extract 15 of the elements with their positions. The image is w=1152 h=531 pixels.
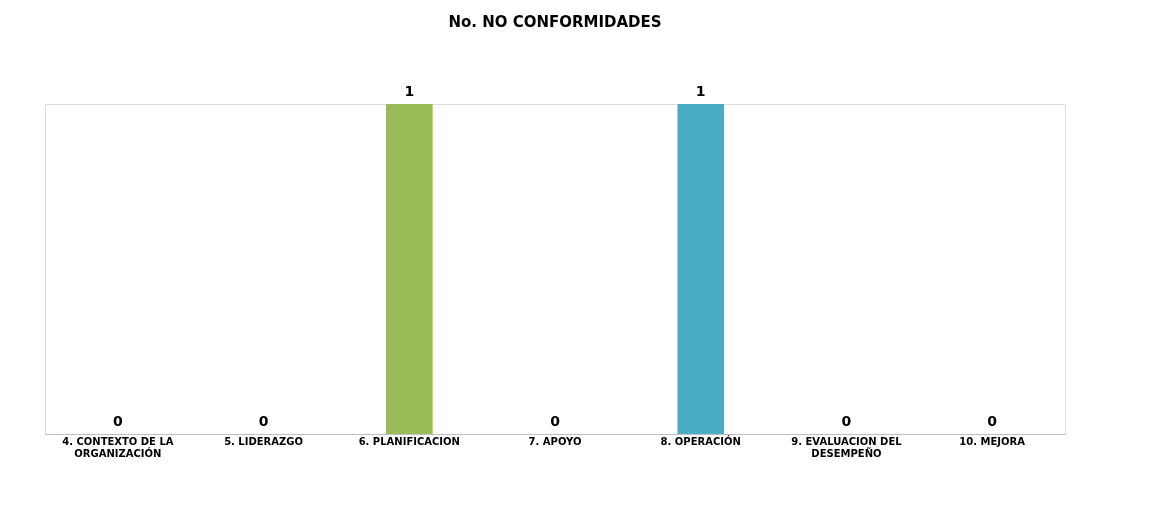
chart-title: No. NO CONFORMIDADES [448, 13, 662, 31]
x-tick-label: 9. EVALUACION DEL DESEMPEÑO [791, 435, 903, 459]
data-label: 1 [695, 83, 706, 99]
data-label: 0 [987, 413, 998, 429]
x-tick-label: 6. PLANIFICACION [358, 435, 460, 447]
data-label: 0 [841, 413, 852, 429]
x-tick-label: 10. MEJORA [959, 435, 1026, 447]
data-label: 0 [550, 413, 561, 429]
x-tick-label: 5. LIDERAZGO [224, 435, 304, 447]
x-tick-label: 7. APOYO [528, 435, 582, 447]
data-label: 0 [258, 413, 269, 429]
x-tick-label: 8. OPERACIÓN [660, 434, 741, 447]
data-label: 1 [404, 83, 415, 99]
x-tick-label: 4. CONTEXTO DE LA ORGANIZACIÓN [62, 435, 174, 459]
data-label: 0 [112, 413, 123, 429]
